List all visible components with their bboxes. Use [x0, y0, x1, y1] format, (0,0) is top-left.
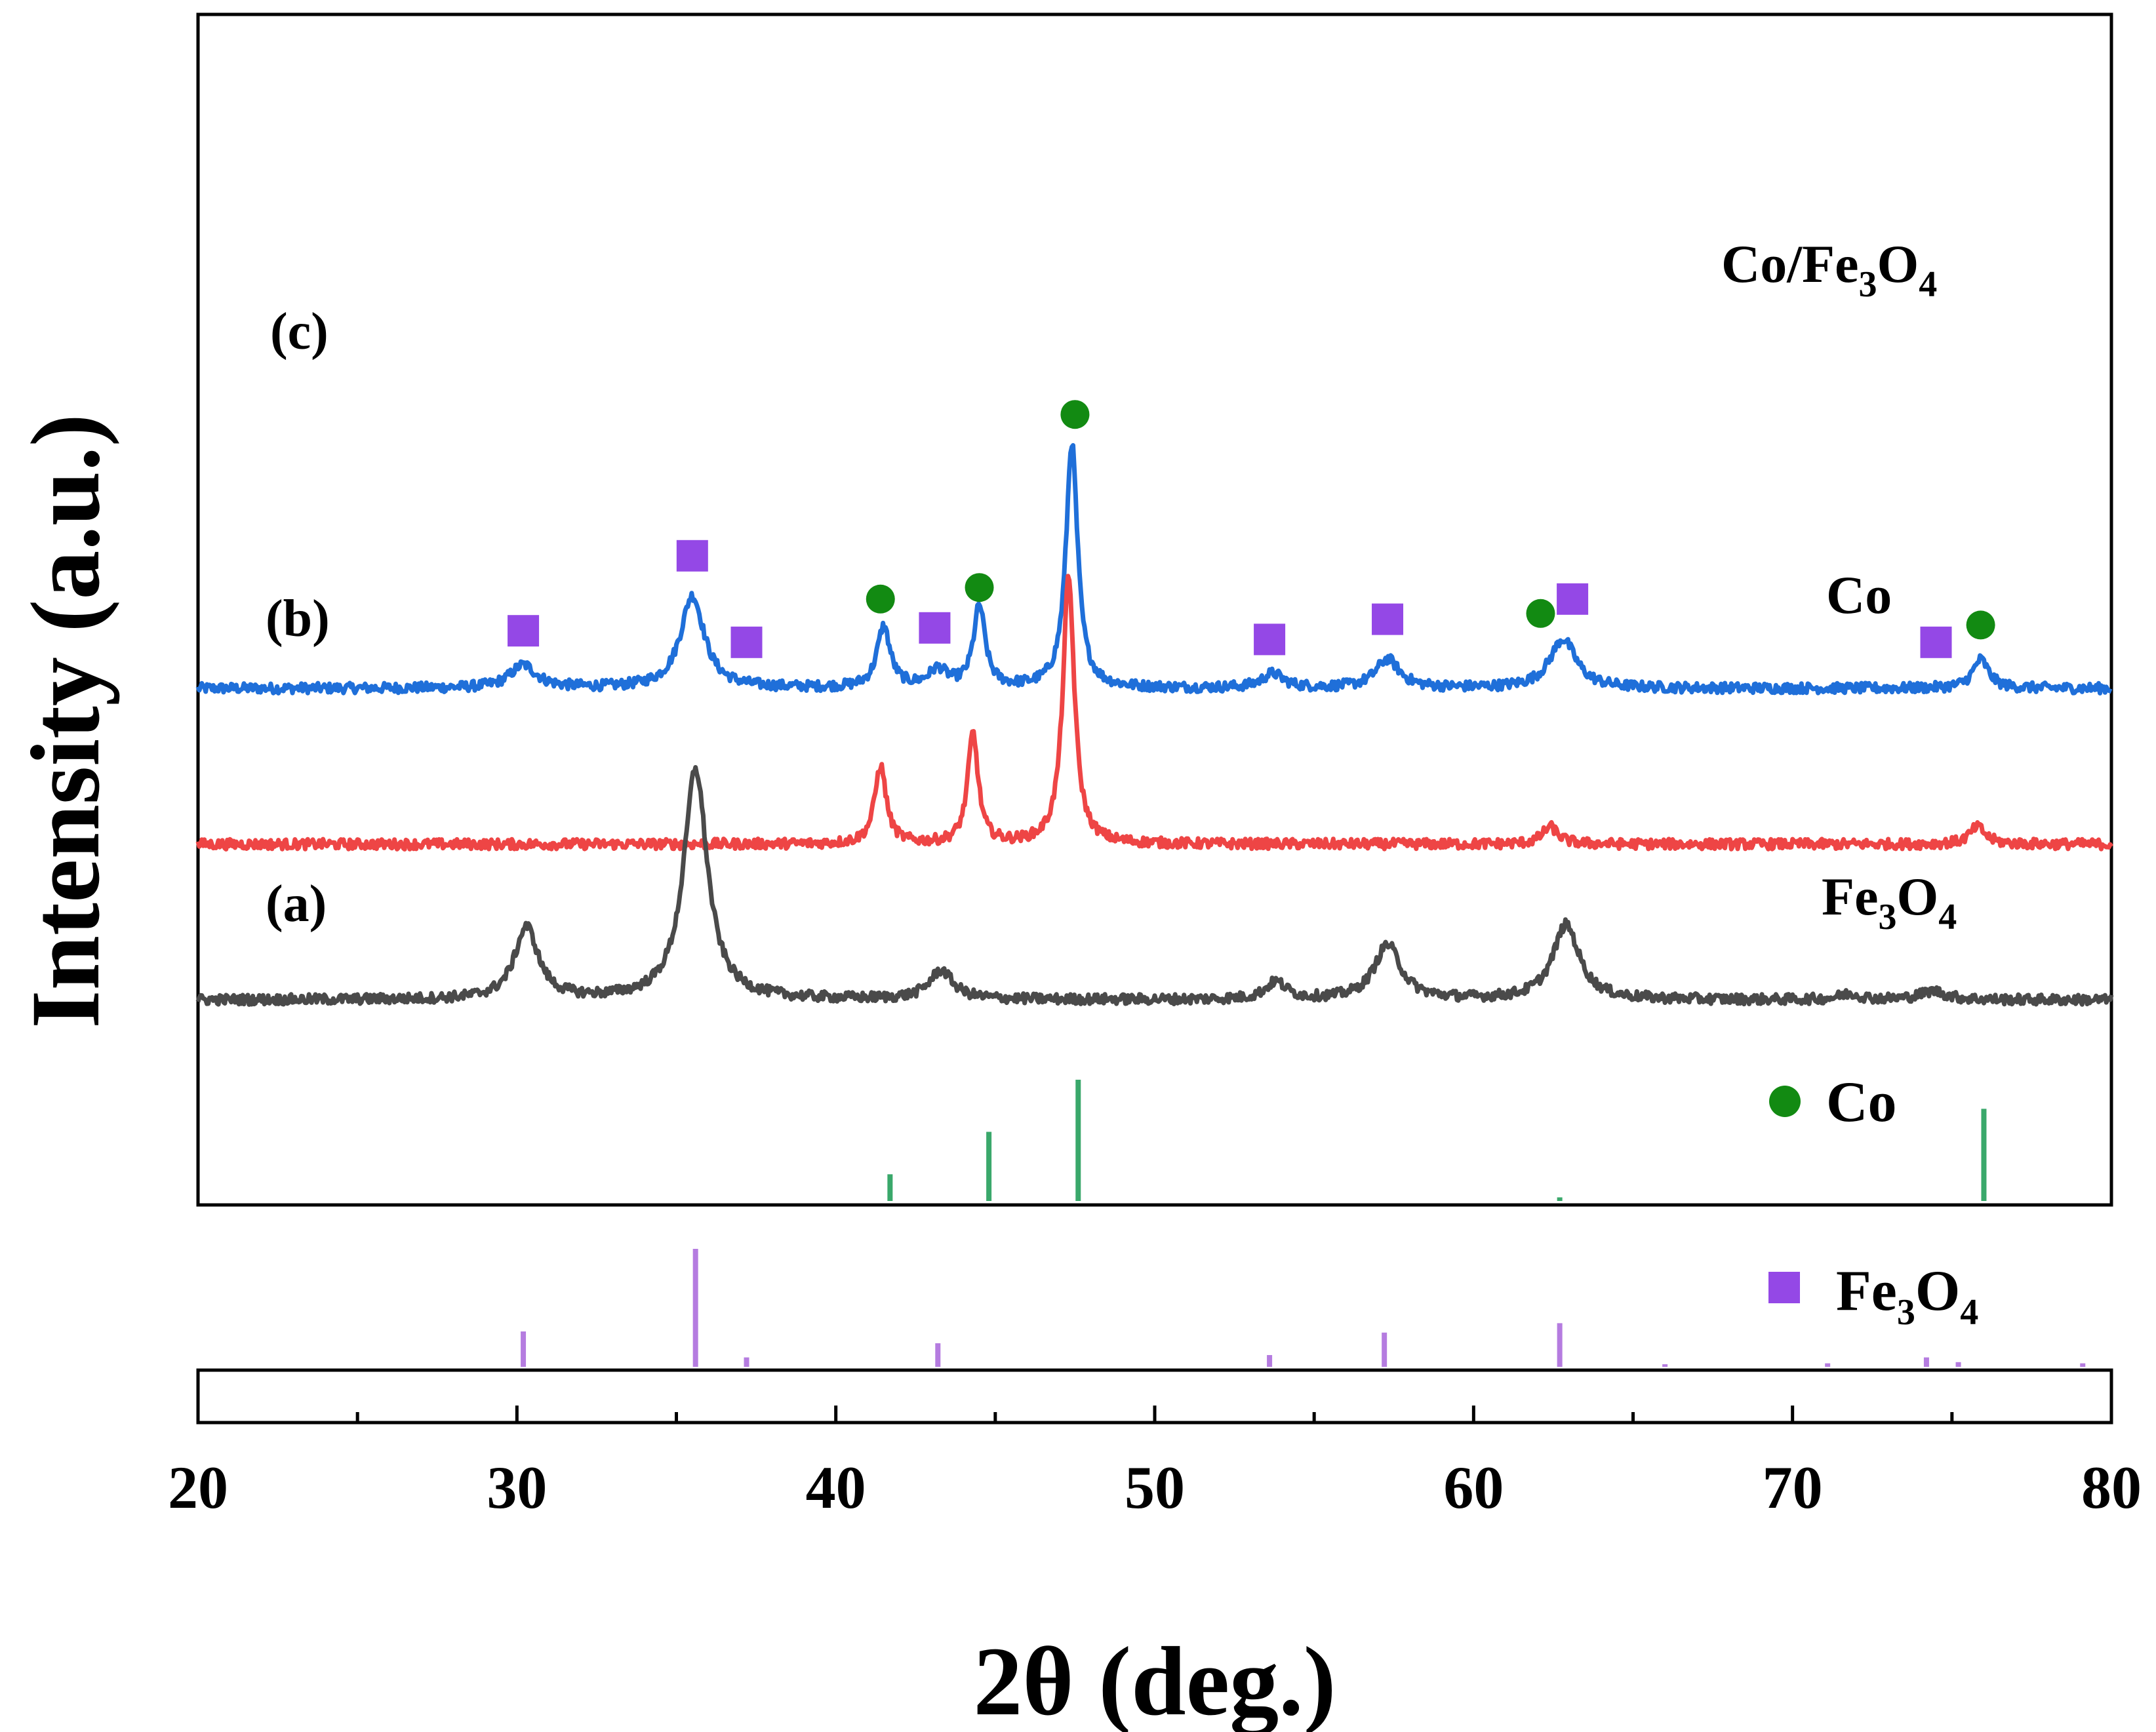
curve-label-b: (b): [266, 590, 330, 648]
tick-label-40: 40: [806, 1454, 866, 1521]
xrd-curve-b: [195, 574, 2114, 852]
legend-co-label: Co: [1826, 1071, 1897, 1134]
fe3o4-marker-1: [676, 540, 708, 572]
legend-fe3o4-square-icon: [1768, 1272, 1800, 1303]
fe3o4-marker-7: [1254, 623, 1286, 656]
co-marker-6: [1060, 400, 1090, 429]
tick-label-60: 60: [1443, 1454, 1504, 1521]
xrd-curve-c: [195, 443, 2113, 696]
co-marker-5: [965, 573, 994, 602]
fe3o4-marker-4: [919, 612, 951, 644]
phase-markers: [508, 400, 1995, 658]
xrd-curves: [195, 443, 2114, 1007]
x-axis-tick-labels: 20 30 40 50 60 70 80: [168, 1454, 2142, 1521]
sample-label-b: Co: [1826, 565, 1892, 625]
co-marker-3: [866, 584, 895, 614]
xrd-curve-a: [195, 765, 2114, 1007]
fe3o4-marker-11: [1920, 626, 1952, 658]
fe3o4-marker-10: [1557, 583, 1589, 615]
co-marker-12: [1966, 610, 1995, 640]
reference-sticks: [521, 1080, 2086, 1367]
tick-label-30: 30: [487, 1454, 547, 1521]
sample-label-a: Fe3O4: [1822, 867, 1957, 937]
tick-label-70: 70: [1763, 1454, 1823, 1521]
co-marker-9: [1526, 599, 1555, 628]
fe3o4-marker-8: [1372, 603, 1404, 635]
main-plot-frame: [196, 12, 2113, 1207]
y-axis-title: Intensity (a.u.): [11, 414, 120, 1029]
curve-label-a: (a): [266, 875, 327, 933]
tick-label-20: 20: [168, 1454, 228, 1521]
legend-co-circle-icon: [1769, 1086, 1801, 1117]
fe3o4-marker-0: [508, 615, 540, 647]
fe3o4-marker-2: [730, 626, 763, 658]
tick-label-80: 80: [2081, 1454, 2142, 1521]
legend-fe3o4-label: Fe3O4: [1836, 1259, 1978, 1333]
x-axis-ticks: [196, 1406, 2113, 1423]
sample-label-c: Co/Fe3O4: [1721, 234, 1937, 305]
tick-label-50: 50: [1125, 1454, 1185, 1521]
curve-label-c: (c): [270, 303, 329, 361]
x-axis-title: 2θ (deg.): [973, 1627, 1336, 1732]
